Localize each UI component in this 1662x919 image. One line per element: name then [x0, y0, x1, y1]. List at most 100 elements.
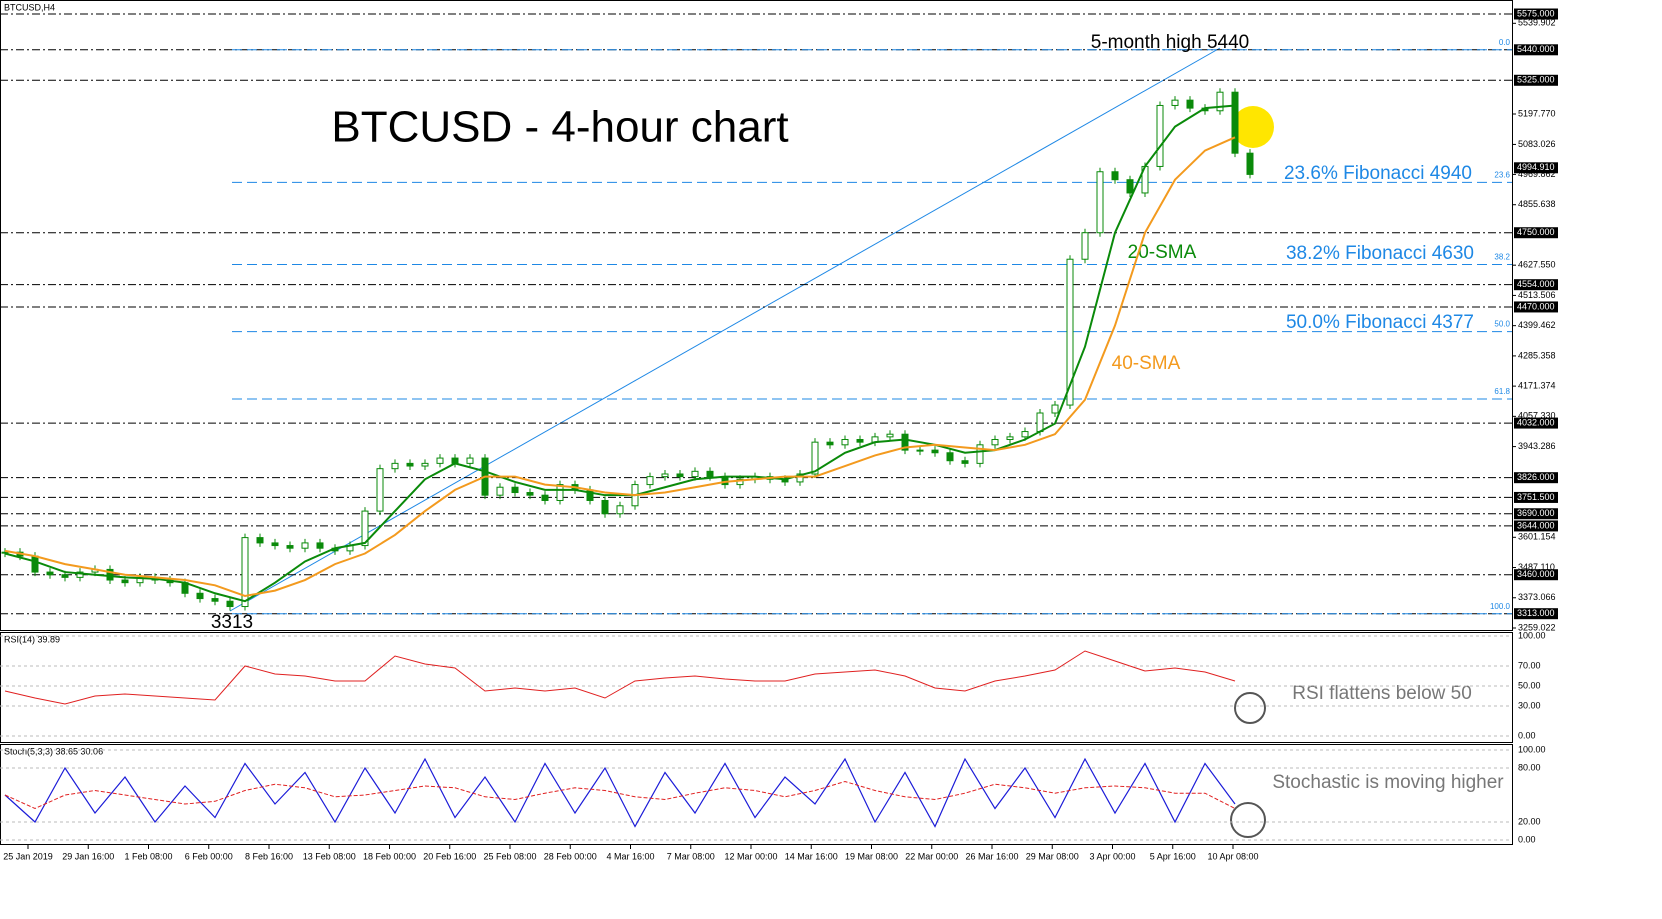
y-tick-label: 5083.026	[1518, 139, 1556, 149]
candle	[826, 441, 834, 446]
candle	[1246, 152, 1254, 175]
y-tick-label: 3259.022	[1518, 622, 1556, 632]
candle	[1081, 232, 1089, 260]
candle	[901, 433, 909, 451]
rsi-circle	[1234, 692, 1266, 724]
level-box	[1514, 44, 1558, 56]
stoch-signal	[4, 780, 1236, 810]
x-tick-label: 18 Feb 00:00	[363, 851, 416, 861]
y-tick-label: 4399.462	[1518, 320, 1556, 330]
level-label: 3460.000	[1517, 569, 1555, 579]
candle	[601, 499, 609, 515]
y-tick-label: 4171.374	[1518, 380, 1556, 390]
level-label: 5575.000	[1517, 8, 1555, 18]
level-label: 4032.000	[1517, 417, 1555, 427]
candle	[76, 571, 84, 578]
annotation: 20-SMA	[1128, 242, 1197, 263]
level-label: 3690.000	[1517, 508, 1555, 518]
x-tick-label: 5 Apr 16:00	[1150, 851, 1196, 861]
candle	[616, 505, 624, 515]
x-tick-label: 29 Jan 16:00	[62, 851, 114, 861]
annotation: Stochastic is moving higher	[1272, 772, 1504, 793]
x-tick-label: 7 Mar 08:00	[667, 851, 715, 861]
candle	[541, 494, 549, 501]
candle	[841, 439, 849, 446]
x-tick-label: 10 Apr 08:00	[1207, 851, 1258, 861]
annotation: 50.0% Fibonacci 4377	[1286, 312, 1474, 333]
y-tick-label: 4627.550	[1518, 260, 1556, 270]
annotation: 3313	[211, 612, 253, 633]
y-tick-label: 100.00	[1518, 744, 1546, 754]
stoch-circle	[1230, 802, 1266, 838]
y-tick-label: 70.00	[1518, 660, 1541, 670]
candle	[736, 478, 744, 486]
level-box	[1514, 8, 1558, 20]
candle	[106, 568, 114, 581]
x-tick-label: 25 Jan 2019	[3, 851, 53, 861]
candle	[271, 542, 279, 547]
candle	[526, 492, 534, 496]
candle	[361, 510, 369, 547]
level-box	[1514, 608, 1558, 620]
y-tick-label: 50.00	[1518, 680, 1541, 690]
candle	[1096, 171, 1104, 234]
x-tick-label: 3 Apr 00:00	[1089, 851, 1135, 861]
x-tick-label: 13 Feb 08:00	[303, 851, 356, 861]
level-box	[1514, 569, 1558, 581]
candle	[196, 592, 204, 600]
candle	[301, 542, 309, 549]
level-label: 3313.000	[1517, 608, 1555, 618]
y-tick-label: 3373.066	[1518, 592, 1556, 602]
candle	[286, 545, 294, 549]
candle	[961, 460, 969, 464]
x-tick-label: 28 Feb 00:00	[544, 851, 597, 861]
level-box	[1514, 491, 1558, 503]
candle	[721, 476, 729, 486]
candle	[856, 439, 864, 443]
fib-label: 38.2	[1494, 253, 1510, 262]
candle	[811, 441, 819, 475]
level-label: 4470.000	[1517, 301, 1555, 311]
candle	[256, 537, 264, 544]
candle	[316, 542, 324, 549]
stoch-label: Stoch(5,3,3) 38.65 30.06	[4, 746, 103, 756]
y-tick-label: 0.00	[1518, 730, 1536, 740]
sma-line	[4, 136, 1236, 597]
candle	[661, 473, 669, 478]
annotation: 5-month high 5440	[1091, 32, 1249, 53]
symbol-label: BTCUSD,H4	[4, 2, 55, 12]
fib-label: 0.0	[1499, 38, 1511, 47]
candle	[976, 444, 984, 464]
x-tick-label: 14 Mar 16:00	[785, 851, 838, 861]
candle	[61, 574, 69, 578]
level-box	[1514, 520, 1558, 532]
x-tick-label: 1 Feb 08:00	[124, 851, 172, 861]
candle	[646, 476, 654, 486]
candle	[1051, 404, 1059, 414]
candle	[706, 470, 714, 478]
candle	[931, 449, 939, 454]
candle	[511, 486, 519, 494]
x-tick-label: 4 Mar 16:00	[606, 851, 654, 861]
sma-line	[4, 104, 1236, 603]
y-tick-label: 3487.110	[1518, 562, 1555, 572]
level-label: 3826.000	[1517, 472, 1555, 482]
candle	[436, 457, 444, 464]
x-tick-label: 22 Mar 00:00	[905, 851, 958, 861]
level-box	[1514, 301, 1558, 313]
chart-title: BTCUSD - 4-hour chart	[331, 103, 788, 152]
candle	[1021, 431, 1029, 438]
y-tick-label: 5539.902	[1518, 18, 1556, 28]
annotation: 38.2% Fibonacci 4630	[1286, 243, 1474, 264]
fib-label: 61.8	[1494, 387, 1510, 396]
frame	[0, 0, 1513, 845]
rsi-label: RSI(14) 39.89	[4, 634, 60, 644]
level-box	[1514, 417, 1558, 429]
level-label: 4554.000	[1517, 279, 1555, 289]
y-tick-label: 20.00	[1518, 816, 1541, 826]
candle	[406, 462, 414, 467]
candle	[1111, 171, 1119, 181]
level-box	[1514, 74, 1558, 86]
candle	[916, 449, 924, 452]
